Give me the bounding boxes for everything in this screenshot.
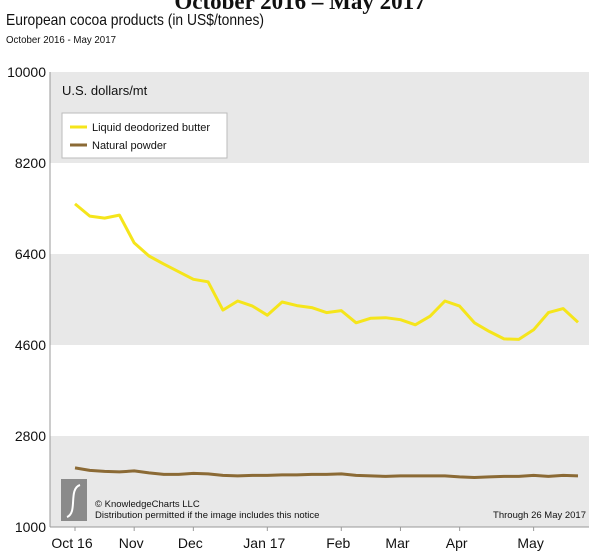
x-tick-label: Oct 16	[51, 535, 92, 551]
y-tick-label: 6400	[15, 246, 46, 262]
legend-box	[61, 112, 228, 159]
legend-label: Liquid deodorized butter	[92, 122, 210, 134]
through-label: Through 26 May 2017	[493, 510, 586, 521]
y-tick-label: 8200	[15, 155, 46, 171]
grid-band	[50, 163, 589, 254]
x-tick-label: Nov	[119, 535, 144, 551]
grid-band	[50, 345, 589, 436]
grid-band	[50, 436, 589, 527]
x-tick-label: Mar	[385, 535, 409, 551]
grid-band	[50, 254, 589, 345]
y-tick-label: 1000	[15, 519, 46, 535]
chart-title: October 2016 – May 2017	[174, 0, 425, 14]
legend-label: Natural powder	[92, 140, 167, 152]
logo-mark	[66, 484, 81, 518]
y-tick-label: 4600	[15, 337, 46, 353]
x-tick-label: Jan 17	[243, 535, 285, 551]
x-tick-label: Dec	[178, 535, 203, 551]
x-tick-label: May	[517, 535, 543, 551]
y-tick-label: 2800	[15, 428, 46, 444]
y-tick-label: 10000	[7, 64, 46, 80]
series-line	[74, 202, 580, 341]
date-range: October 2016 - May 2017	[6, 35, 116, 46]
y-axis-label: U.S. dollars/mt	[62, 83, 148, 98]
chart-subtitle: European cocoa products (in US$/tonnes)	[6, 12, 264, 29]
x-tick-label: Apr	[446, 535, 468, 551]
note: © KnowledgeCharts LLC	[95, 499, 200, 510]
note: Distribution permitted if the image incl…	[95, 510, 319, 521]
x-tick-label: Feb	[326, 535, 350, 551]
series-line	[74, 466, 579, 479]
